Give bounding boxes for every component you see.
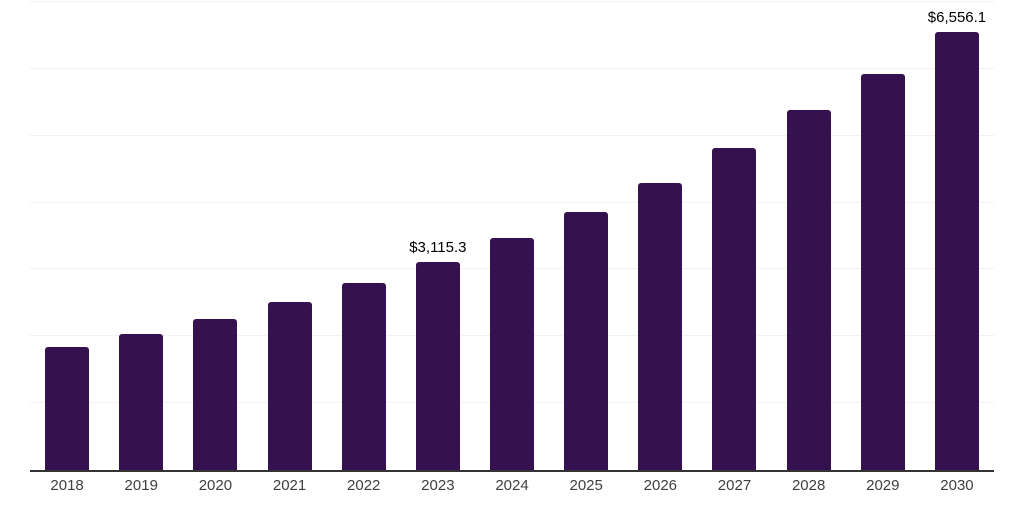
bar-2025	[564, 211, 609, 470]
bar-2026	[638, 182, 683, 470]
gridline-6000	[30, 67, 994, 69]
x-tick-label-2028: 2028	[791, 477, 826, 494]
x-tick-label-2029: 2029	[866, 477, 900, 494]
bar-slot-2028	[772, 2, 846, 470]
x-tick-label-2019: 2019	[124, 477, 158, 494]
bar-slot-2025	[549, 2, 623, 470]
x-tick-label-2021: 2021	[272, 477, 307, 494]
bar-2019	[119, 333, 164, 470]
x-tick-label-2018: 2018	[50, 477, 84, 494]
gridline-5000	[30, 134, 994, 136]
x-tick-label-2025: 2025	[569, 477, 603, 494]
x-tick-label-2027: 2027	[717, 477, 752, 494]
x-axis: 2018 2019 2020 2021 2022 2023 2024 2025 2026 2027…	[30, 477, 994, 495]
bar-slot-2029	[846, 2, 920, 470]
bar-slot-2020	[178, 2, 252, 470]
bar-2029	[860, 74, 905, 470]
bar-slot-2026	[623, 2, 697, 470]
bar-slot-2024	[475, 2, 549, 470]
gridline-7000	[30, 1, 994, 2]
x-tick-label-2026: 2026	[643, 477, 678, 494]
x-tick-label-2020: 2020	[198, 477, 233, 494]
bar-2020	[193, 319, 238, 470]
bar-slot-2019	[104, 2, 178, 470]
x-tick-label-2023: 2023	[421, 477, 455, 494]
bar-slot-2018	[30, 2, 104, 470]
plot-area: $3,115.3 $6,556.1	[30, 1, 994, 472]
gridline-4000	[30, 201, 994, 203]
bar-2023	[415, 261, 460, 470]
bar-slot-2021	[252, 2, 326, 470]
bar-2027	[712, 148, 757, 470]
bar-2022	[341, 282, 386, 470]
x-tick-label-2030: 2030	[940, 477, 974, 494]
bar-2018	[45, 346, 90, 470]
data-label-2030: $6,556.1	[927, 8, 987, 26]
bar-slot-2027	[697, 2, 771, 470]
bar-2030	[934, 31, 979, 470]
x-tick-label-2024: 2024	[495, 477, 529, 494]
x-tick-label-2022: 2022	[347, 477, 381, 494]
bars-row: $3,115.3 $6,556.1	[30, 2, 994, 470]
bar-slot-2030: $6,556.1	[920, 2, 994, 470]
bar-2021	[267, 302, 312, 470]
bar-2024	[490, 238, 535, 470]
data-label-2023: $3,115.3	[409, 238, 467, 256]
bar-slot-2023: $3,115.3	[401, 2, 475, 470]
bar-2028	[786, 110, 831, 470]
bar-slot-2022	[327, 2, 401, 470]
